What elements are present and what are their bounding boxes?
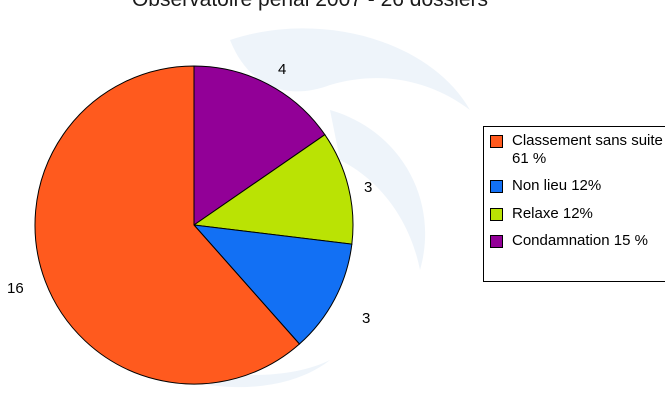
legend-swatch — [490, 235, 503, 248]
legend-swatch — [490, 208, 503, 221]
pie-slice-3 — [193, 65, 326, 226]
pie-data-labels: 16 3 3 4 — [7, 61, 372, 327]
data-label-relaxe: 3 — [364, 179, 372, 196]
legend-label: Non lieu 12% — [512, 177, 602, 194]
legend-label: Classement sans suite 61 % — [512, 132, 663, 167]
legend-label: Condamnation 15 % — [512, 232, 648, 249]
chart-title: Observatoire pénal 2007 - 26 dossiers — [80, 0, 540, 12]
pie-slice-1 — [192, 224, 353, 345]
legend-label: Relaxe 12% — [512, 205, 593, 222]
legend-swatch — [490, 135, 503, 148]
pie-slices — [34, 65, 354, 385]
data-label-non-lieu: 3 — [362, 310, 370, 327]
legend-swatch — [490, 180, 503, 193]
data-label-classement: 16 — [7, 280, 24, 297]
pie-slice-2 — [192, 133, 354, 245]
data-label-condamnation: 4 — [278, 61, 286, 78]
pie-slice-0 — [34, 65, 301, 385]
chart-legend: Classement sans suite 61 % Non lieu 12% … — [483, 126, 665, 282]
